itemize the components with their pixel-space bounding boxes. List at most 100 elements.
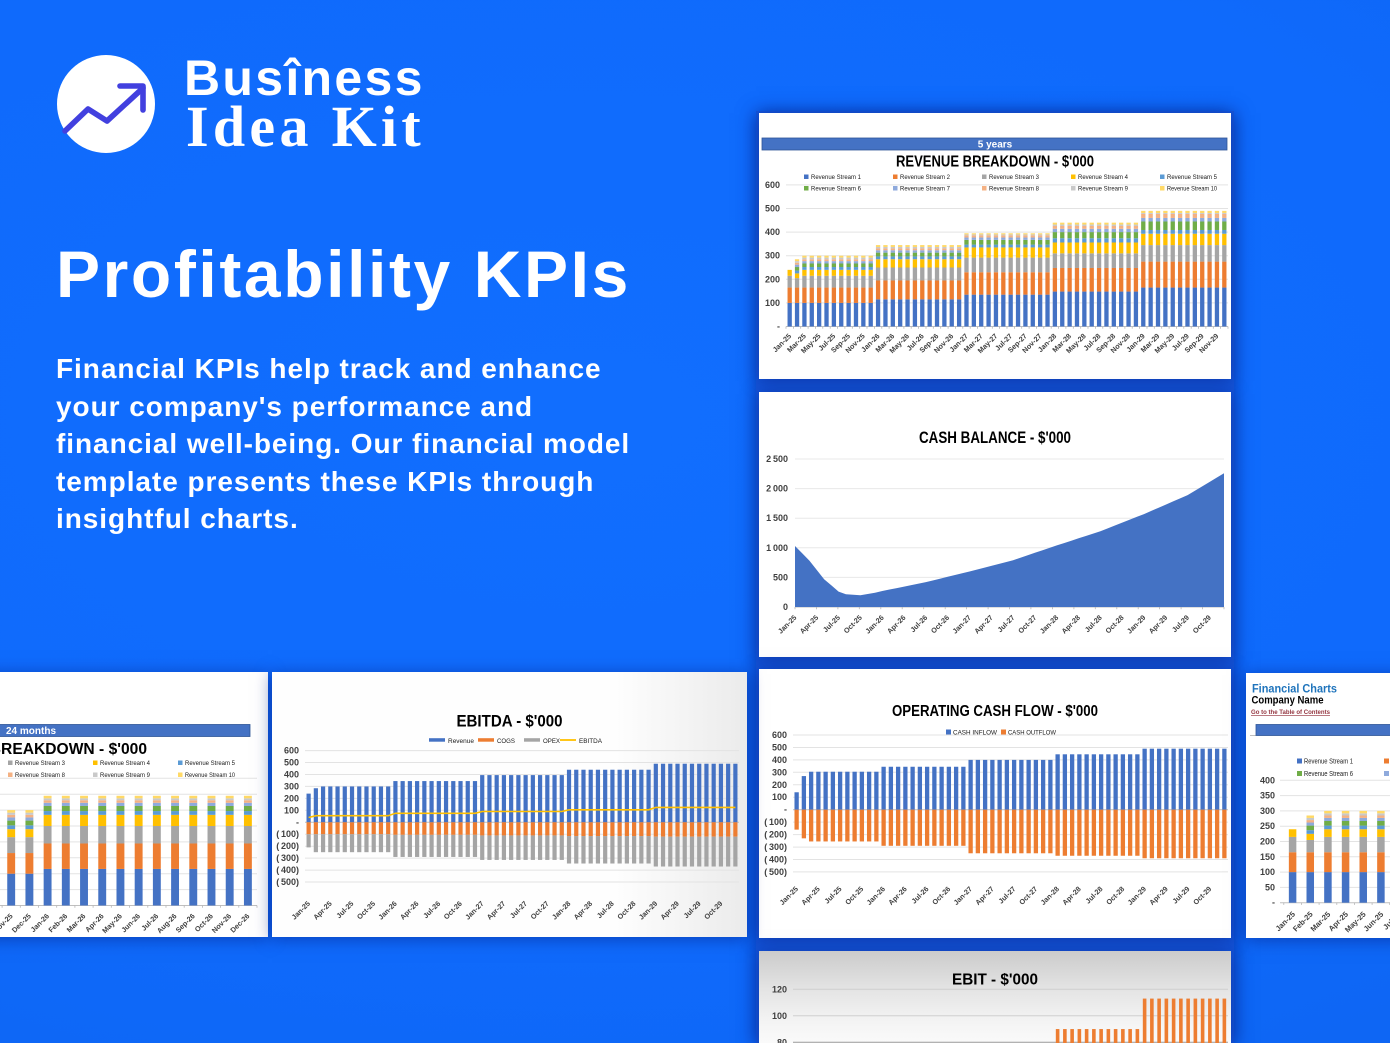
svg-text:Revenue Stream 6: Revenue Stream 6 [811, 186, 861, 193]
svg-text:Jul-28: Jul-28 [1083, 884, 1104, 905]
svg-text:Jul-29: Jul-29 [1170, 613, 1191, 634]
svg-text:600: 600 [772, 730, 787, 740]
svg-text:Apr-28: Apr-28 [1060, 613, 1082, 635]
svg-text:Jul-28: Jul-28 [595, 899, 616, 920]
svg-text:Revenue Stream 3: Revenue Stream 3 [989, 174, 1039, 181]
svg-text:Nov-26: Nov-26 [210, 912, 233, 935]
svg-text:600: 600 [765, 180, 780, 190]
svg-text:Jan-26: Jan-26 [863, 613, 885, 635]
svg-text:( 200): ( 200) [764, 830, 787, 840]
svg-text:400: 400 [1260, 775, 1275, 785]
svg-text:Revenue Stream 1: Revenue Stream 1 [1304, 757, 1353, 766]
svg-text:Oct-28: Oct-28 [615, 899, 637, 921]
svg-text:Jul-29: Jul-29 [682, 899, 703, 920]
svg-text:Jan-29: Jan-29 [1125, 613, 1147, 635]
svg-text:Sep-26: Sep-26 [174, 912, 197, 935]
svg-text:Jul-26: Jul-26 [909, 884, 930, 905]
svg-text:-: - [1272, 898, 1275, 908]
svg-text:Jul-26: Jul-26 [421, 899, 442, 920]
svg-text:Jan-29: Jan-29 [1126, 884, 1148, 906]
svg-text:Apr-29: Apr-29 [1147, 613, 1169, 635]
svg-text:Jul-27: Jul-27 [508, 899, 529, 920]
svg-text:Apr-26: Apr-26 [885, 613, 907, 635]
svg-text:REVENUE BREAKDOWN - $'000: REVENUE BREAKDOWN - $'000 [0, 741, 147, 758]
svg-text:Jul-25: Jul-25 [1381, 909, 1390, 931]
svg-text:Oct-29: Oct-29 [1191, 613, 1213, 635]
svg-text:( 300): ( 300) [764, 842, 787, 852]
svg-text:300: 300 [284, 781, 299, 791]
svg-text:Oct-28: Oct-28 [1103, 613, 1125, 635]
svg-text:Revenue Stream 2: Revenue Stream 2 [900, 174, 950, 181]
svg-text:Oct-29: Oct-29 [1191, 884, 1213, 906]
svg-text:Oct-29: Oct-29 [702, 899, 724, 921]
svg-text:( 500): ( 500) [764, 867, 787, 877]
svg-text:Apr-26: Apr-26 [398, 899, 420, 921]
svg-text:300: 300 [772, 767, 787, 777]
svg-text:Jan-26: Jan-26 [865, 884, 887, 906]
svg-text:2 500: 2 500 [766, 454, 788, 464]
svg-text:100: 100 [1260, 867, 1275, 877]
svg-text:250: 250 [1260, 821, 1275, 831]
svg-text:Revenue Stream 5: Revenue Stream 5 [1167, 174, 1217, 181]
svg-text:Dec-25: Dec-25 [10, 912, 33, 935]
svg-text:Jun-25: Jun-25 [1362, 909, 1386, 933]
svg-text:50: 50 [1265, 882, 1275, 892]
svg-text:200: 200 [772, 780, 787, 790]
svg-text:COGS: COGS [497, 738, 515, 745]
svg-text:Oct-26: Oct-26 [930, 884, 952, 906]
svg-text:2 000: 2 000 [766, 484, 788, 494]
svg-text:-: - [777, 322, 780, 332]
svg-text:Oct-26: Oct-26 [929, 613, 951, 635]
svg-text:100: 100 [772, 1011, 787, 1021]
svg-text:Financial Charts: Financial Charts [1252, 684, 1337, 696]
svg-text:500: 500 [773, 572, 788, 582]
svg-text:Revenue Stream 9: Revenue Stream 9 [100, 772, 150, 779]
svg-text:Jan-25: Jan-25 [290, 899, 312, 921]
svg-text:Jan-28: Jan-28 [1038, 613, 1060, 635]
svg-text:1 000: 1 000 [766, 543, 788, 553]
svg-text:Revenue Stream 8: Revenue Stream 8 [15, 772, 65, 779]
svg-text:Revenue Stream 1: Revenue Stream 1 [811, 174, 861, 181]
svg-text:400: 400 [284, 770, 299, 780]
svg-text:Revenue Stream 9: Revenue Stream 9 [1078, 186, 1128, 193]
svg-text:Feb-26: Feb-26 [46, 912, 69, 935]
svg-text:Revenue Stream 8: Revenue Stream 8 [989, 186, 1039, 193]
svg-text:( 400): ( 400) [276, 865, 299, 875]
svg-text:Apr-29: Apr-29 [1147, 884, 1169, 906]
svg-text:Jul-27: Jul-27 [995, 613, 1016, 634]
svg-text:Jan-25: Jan-25 [776, 613, 798, 635]
svg-text:5 years: 5 years [978, 140, 1013, 151]
svg-text:80: 80 [777, 1037, 787, 1043]
svg-text:1 500: 1 500 [766, 513, 788, 523]
svg-text:May-26: May-26 [100, 912, 124, 936]
svg-text:Go to the Table of Contents: Go to the Table of Contents [1251, 709, 1330, 716]
svg-text:200: 200 [284, 793, 299, 803]
svg-text:OPEX: OPEX [543, 738, 560, 745]
svg-text:EBIT - $'000: EBIT - $'000 [952, 972, 1038, 989]
svg-text:( 100): ( 100) [276, 829, 299, 839]
svg-text:Jan-25: Jan-25 [778, 884, 800, 906]
svg-text:Apr-27: Apr-27 [972, 613, 994, 635]
svg-text:Oct-25: Oct-25 [843, 884, 865, 906]
svg-text:Jan-29: Jan-29 [637, 899, 659, 921]
svg-text:-: - [296, 817, 299, 827]
svg-text:Apr-27: Apr-27 [973, 884, 995, 906]
svg-text:600: 600 [284, 746, 299, 756]
svg-text:Apr-27: Apr-27 [485, 899, 507, 921]
svg-text:Company Name: Company Name [1252, 695, 1324, 707]
svg-text:Revenue Stream 3: Revenue Stream 3 [15, 760, 65, 767]
svg-text:Apr-25: Apr-25 [799, 884, 821, 906]
svg-text:150: 150 [1260, 852, 1275, 862]
svg-text:Revenue Stream 10: Revenue Stream 10 [1167, 186, 1217, 193]
svg-text:Jul-25: Jul-25 [822, 884, 843, 905]
svg-text:Jan-28: Jan-28 [550, 899, 572, 921]
svg-text:Oct-27: Oct-27 [529, 899, 551, 921]
svg-text:( 100): ( 100) [764, 817, 787, 827]
svg-text:Mar-26: Mar-26 [65, 912, 88, 935]
svg-text:Jan-28: Jan-28 [1039, 884, 1061, 906]
svg-text:CASH BALANCE - $'000: CASH BALANCE - $'000 [919, 428, 1071, 447]
svg-text:Apr-25: Apr-25 [311, 899, 333, 921]
svg-text:Jul-25: Jul-25 [821, 613, 842, 634]
svg-text:( 400): ( 400) [764, 855, 787, 865]
svg-text:Jul-25: Jul-25 [334, 899, 355, 920]
